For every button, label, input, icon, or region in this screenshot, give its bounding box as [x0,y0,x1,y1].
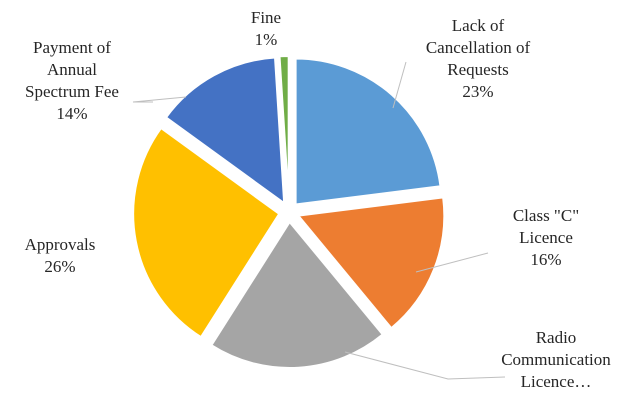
slice-label-0: Lack of Cancellation of Requests 23% [426,16,531,101]
slice-label-line-4-2: Spectrum Fee [25,82,119,101]
pie-slice-1 [296,196,446,330]
slice-label-line-0-0: Lack of [452,16,505,35]
slice-label-line-5-0: Fine [251,8,281,27]
slice-percent-1: 16% [530,250,561,269]
pie-slice-2 [210,220,385,369]
slice-label-2: Radio Communication Licence… [501,328,611,391]
slice-labels: Lack of Cancellation of Requests 23% Class "… [25,8,612,391]
pie-slice-3 [132,126,281,339]
leader-line-0 [392,61,407,109]
slice-label-3: Approvals 26% [25,235,96,276]
slice-percent-4: 14% [56,104,87,123]
slice-label-line-1-1: Licence [519,228,573,247]
slice-label-line-2-1: Communication [501,350,611,369]
pie-slice-4 [164,56,286,206]
slice-label-line-0-2: Requests [447,60,508,79]
leader-line-4 [132,96,187,103]
slice-label-line-4-1: Annual [47,60,97,79]
slice-label-line-0-1: Cancellation of [426,38,531,57]
slice-label-line-2-2: Licence… [521,372,592,391]
slice-label-line-4-0: Payment of [33,38,111,57]
slice-percent-3: 26% [44,257,75,276]
slice-label-line-2-0: Radio [536,328,577,347]
slice-label-5: Fine 1% [251,8,281,49]
slice-label-line-1-0: Class "C" [513,206,579,225]
slice-percent-5: 1% [255,30,278,49]
slice-label-4: Payment of Annual Spectrum Fee 14% [25,38,119,123]
slice-percent-0: 23% [462,82,493,101]
pie-slice-5 [278,55,290,203]
slice-label-1: Class "C" Licence 16% [513,206,579,269]
pie-slice-0 [294,57,442,206]
leader-lines [132,61,506,380]
leader-line-1 [415,252,489,273]
slice-label-line-3-0: Approvals [25,235,96,254]
pie-slices [132,55,446,369]
leader-line-2 [344,351,506,380]
